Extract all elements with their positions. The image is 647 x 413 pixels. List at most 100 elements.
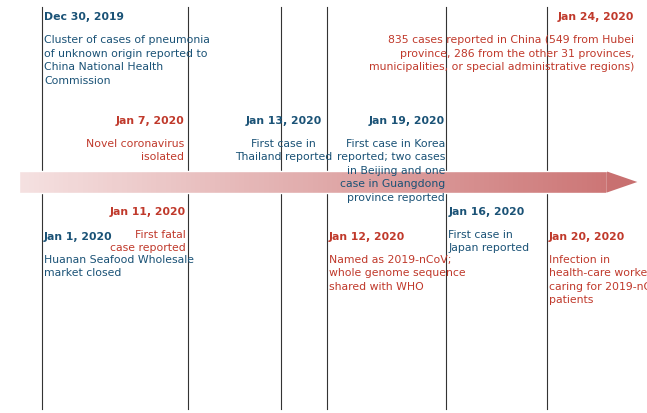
Bar	[474, 172, 479, 193]
Bar	[264, 172, 269, 193]
Text: First case in Korea
reported; two cases
in Beijing and one
case in Guangdong
pro: First case in Korea reported; two cases …	[336, 138, 445, 203]
Bar	[572, 172, 577, 193]
Bar	[113, 172, 117, 193]
Bar	[201, 172, 205, 193]
Bar	[308, 172, 313, 193]
Bar	[73, 172, 78, 193]
Bar	[117, 172, 122, 193]
Text: Named as 2019-nCoV;
whole genome sequence
shared with WHO: Named as 2019-nCoV; whole genome sequenc…	[329, 254, 465, 291]
Bar	[567, 172, 572, 193]
Bar	[151, 172, 157, 193]
Text: Cluster of cases of pneumonia
of unknown origin reported to
China National Healt: Cluster of cases of pneumonia of unknown…	[44, 35, 210, 86]
Text: First case in
Japan reported: First case in Japan reported	[448, 229, 529, 253]
Text: First case in
Thailand reported: First case in Thailand reported	[235, 138, 332, 162]
Bar	[88, 172, 93, 193]
Bar	[377, 172, 381, 193]
Bar	[435, 172, 440, 193]
Text: Jan 19, 2020: Jan 19, 2020	[369, 116, 445, 126]
Bar	[347, 172, 352, 193]
Bar	[333, 172, 337, 193]
Bar	[283, 172, 289, 193]
Bar	[215, 172, 220, 193]
Bar	[440, 172, 445, 193]
Bar	[597, 172, 601, 193]
Bar	[367, 172, 371, 193]
Bar	[279, 172, 283, 193]
Bar	[186, 172, 191, 193]
Text: First fatal
case reported: First fatal case reported	[110, 229, 186, 253]
Bar	[39, 172, 44, 193]
Bar	[132, 172, 137, 193]
Bar	[547, 172, 553, 193]
Bar	[352, 172, 357, 193]
Bar	[381, 172, 386, 193]
Bar	[78, 172, 83, 193]
Bar	[562, 172, 567, 193]
Bar	[49, 172, 54, 193]
Bar	[298, 172, 303, 193]
Polygon shape	[606, 172, 637, 193]
Bar	[587, 172, 591, 193]
Text: Jan 13, 2020: Jan 13, 2020	[245, 116, 322, 126]
Bar	[293, 172, 298, 193]
Bar	[245, 172, 249, 193]
Bar	[455, 172, 459, 193]
Text: Jan 11, 2020: Jan 11, 2020	[109, 206, 186, 216]
Bar	[484, 172, 489, 193]
Bar	[220, 172, 225, 193]
Text: Jan 12, 2020: Jan 12, 2020	[329, 231, 405, 241]
Bar	[518, 172, 523, 193]
Text: Jan 24, 2020: Jan 24, 2020	[558, 12, 634, 22]
Bar	[230, 172, 235, 193]
Bar	[543, 172, 547, 193]
Bar	[357, 172, 362, 193]
Text: Huanan Seafood Wholesale
market closed: Huanan Seafood Wholesale market closed	[44, 254, 194, 278]
Bar	[421, 172, 425, 193]
Text: Infection in
health-care workers
caring for 2019-nCoV
patients: Infection in health-care workers caring …	[549, 254, 647, 305]
Bar	[166, 172, 171, 193]
Bar	[396, 172, 401, 193]
Bar	[191, 172, 195, 193]
Bar	[102, 172, 107, 193]
Bar	[342, 172, 347, 193]
Bar	[411, 172, 415, 193]
Bar	[157, 172, 161, 193]
Bar	[601, 172, 606, 193]
Bar	[58, 172, 63, 193]
Text: Jan 16, 2020: Jan 16, 2020	[448, 206, 525, 216]
Bar	[29, 172, 34, 193]
Bar	[254, 172, 259, 193]
Bar	[553, 172, 557, 193]
Bar	[269, 172, 274, 193]
Bar	[523, 172, 528, 193]
Bar	[19, 172, 25, 193]
Bar	[313, 172, 318, 193]
Bar	[54, 172, 58, 193]
Bar	[557, 172, 562, 193]
Bar	[430, 172, 435, 193]
Bar	[147, 172, 151, 193]
Bar	[171, 172, 176, 193]
Bar	[450, 172, 455, 193]
Bar	[538, 172, 543, 193]
Bar	[499, 172, 503, 193]
Bar	[318, 172, 323, 193]
Bar	[406, 172, 411, 193]
Bar	[235, 172, 239, 193]
Bar	[391, 172, 396, 193]
Bar	[401, 172, 406, 193]
Bar	[289, 172, 293, 193]
Bar	[195, 172, 201, 193]
Bar	[259, 172, 264, 193]
Bar	[225, 172, 230, 193]
Bar	[303, 172, 308, 193]
Bar	[69, 172, 73, 193]
Bar	[137, 172, 142, 193]
Text: Novel coronavirus
isolated: Novel coronavirus isolated	[86, 138, 184, 162]
Bar	[127, 172, 132, 193]
Bar	[489, 172, 494, 193]
Bar	[582, 172, 587, 193]
Bar	[513, 172, 518, 193]
Bar	[533, 172, 538, 193]
Bar	[181, 172, 186, 193]
